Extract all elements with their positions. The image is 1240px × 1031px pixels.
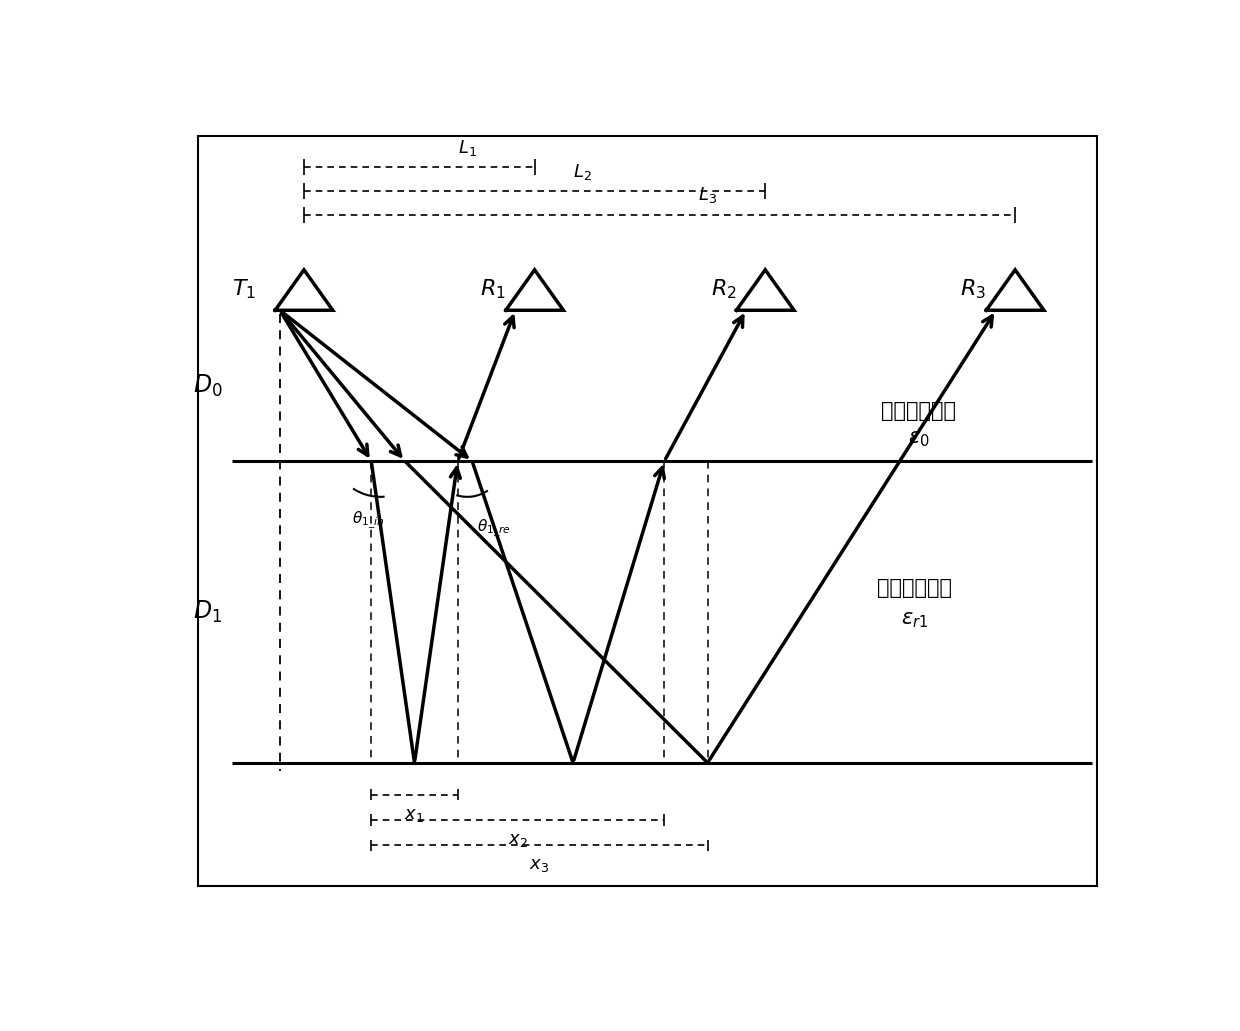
Text: $R_2$: $R_2$ bbox=[711, 277, 737, 301]
Text: $D_1$: $D_1$ bbox=[193, 599, 222, 625]
Text: $L_1$: $L_1$ bbox=[458, 138, 476, 158]
Text: $R_3$: $R_3$ bbox=[960, 277, 986, 301]
Text: $L_2$: $L_2$ bbox=[573, 162, 591, 181]
Text: $x_1$: $x_1$ bbox=[404, 805, 424, 824]
Text: $\varepsilon_0$: $\varepsilon_0$ bbox=[908, 429, 930, 448]
Text: $\theta_{1\_re}$: $\theta_{1\_re}$ bbox=[477, 519, 511, 539]
Text: $R_1$: $R_1$ bbox=[480, 277, 506, 301]
Text: 空气（真空）: 空气（真空） bbox=[882, 401, 956, 421]
Text: $x_2$: $x_2$ bbox=[508, 831, 528, 850]
Text: $L_3$: $L_3$ bbox=[698, 186, 717, 205]
Text: $x_3$: $x_3$ bbox=[529, 857, 549, 874]
Text: $\varepsilon_{r1}$: $\varepsilon_{r1}$ bbox=[900, 610, 928, 630]
Text: 第一地质分层: 第一地质分层 bbox=[877, 578, 951, 598]
Text: $\theta_{1\_in}$: $\theta_{1\_in}$ bbox=[352, 510, 384, 531]
Text: $T_1$: $T_1$ bbox=[232, 277, 255, 301]
Text: $D_0$: $D_0$ bbox=[193, 372, 223, 399]
